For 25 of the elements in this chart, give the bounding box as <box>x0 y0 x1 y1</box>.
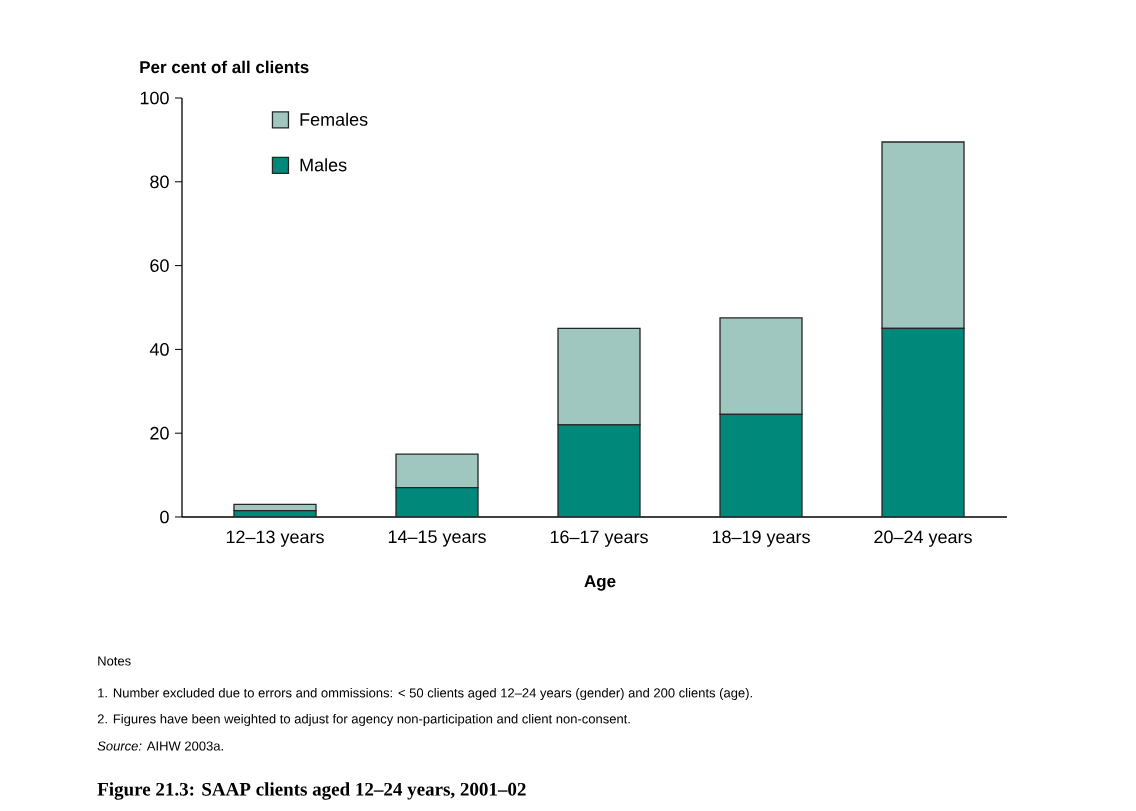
bar <box>881 327 965 517</box>
x-tick-label: 16–17 years <box>550 530 648 547</box>
x-tick-label: 18–19 years <box>712 530 810 547</box>
legend-label: Females <box>300 112 368 126</box>
y-tick-label: 80 <box>150 175 169 189</box>
x-axis-title: Age <box>584 575 616 591</box>
text: Notes <box>98 656 131 666</box>
y-tick-label: 0 <box>160 510 169 524</box>
text: Figure 21.3: SAAP clients aged 12–24 years, 2001–02 <box>97 782 526 800</box>
bar <box>395 487 479 517</box>
y-tick-label: 20 <box>150 426 169 440</box>
bar <box>395 453 479 489</box>
x-tick-label: 14–15 years <box>388 530 486 547</box>
legend-label: Males <box>300 158 347 172</box>
bar <box>719 413 803 517</box>
bar <box>557 424 641 517</box>
y-tick-label: 60 <box>150 259 169 272</box>
y-tick-label: 40 <box>149 343 169 356</box>
y-axis-title: Per cent of all clients <box>140 60 309 74</box>
y-tick-label: 100 <box>140 91 169 105</box>
x-tick-label: 12–13 years <box>226 530 324 547</box>
text: 2. Figures have been weighted to adjust for agency non-participation and client non-consent. <box>97 713 630 727</box>
x-tick-label: 20–24 years <box>874 530 972 547</box>
text: Source: AIHW 2003a. <box>97 741 223 751</box>
text: 1. Number excluded due to errors and ommissions: < 50 clients aged 12–24 years (gender) and 200 clients (age). <box>98 687 752 701</box>
